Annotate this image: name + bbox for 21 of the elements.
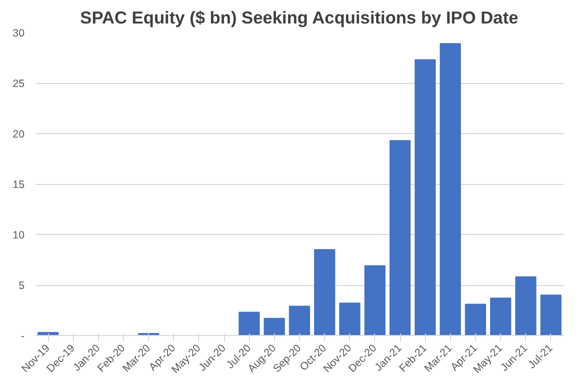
bar bbox=[339, 302, 360, 336]
bar bbox=[238, 312, 260, 336]
y-tick-label: 5 bbox=[18, 280, 25, 292]
bar bbox=[414, 59, 436, 336]
bar bbox=[464, 304, 486, 336]
bar bbox=[288, 306, 310, 336]
bar bbox=[515, 276, 536, 336]
y-tick-label: 15 bbox=[12, 179, 25, 191]
y-tick-label: 30 bbox=[12, 28, 25, 40]
bar bbox=[490, 298, 512, 336]
bar bbox=[364, 265, 386, 336]
y-tick-label: - bbox=[20, 330, 25, 342]
y-tick-label: 25 bbox=[12, 78, 25, 90]
bar bbox=[440, 43, 461, 336]
bar bbox=[314, 249, 336, 336]
bar bbox=[264, 318, 285, 336]
y-tick-label: 20 bbox=[12, 128, 25, 140]
y-tick-label: 10 bbox=[12, 230, 25, 242]
bar bbox=[390, 140, 411, 336]
chart-title: SPAC Equity ($ bn) Seeking Acquisitions by IPO Date bbox=[80, 8, 519, 28]
bar bbox=[540, 294, 562, 336]
